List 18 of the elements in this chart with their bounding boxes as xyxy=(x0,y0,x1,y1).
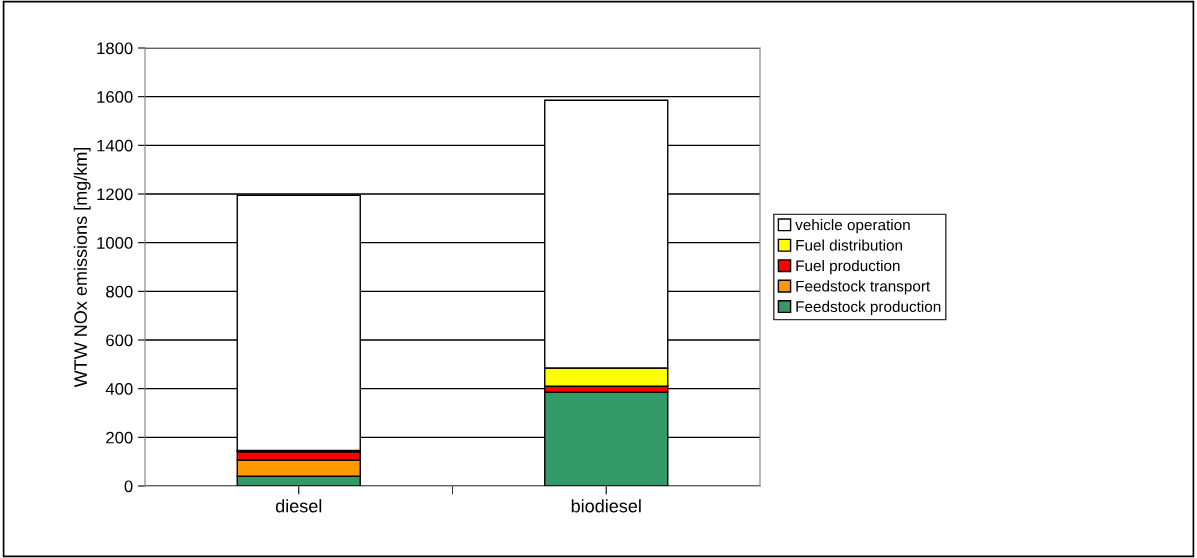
y-tick-label: 1400 xyxy=(97,139,133,152)
y-tick-label: 800 xyxy=(106,285,133,298)
y-tick-label: 600 xyxy=(106,334,133,347)
y-tick-label: 1600 xyxy=(97,91,133,103)
legend-label: Feedstock transport xyxy=(796,280,931,295)
legend-label: vehicle operation xyxy=(795,219,910,234)
y-tick-label: 1800 xyxy=(97,42,133,55)
x-tick-label: diesel xyxy=(275,499,322,513)
y-tick-label: 200 xyxy=(106,431,133,444)
y-tick-label: 1200 xyxy=(97,188,133,201)
legend-label: Fuel distribution xyxy=(796,239,903,251)
y-tick-label: 0 xyxy=(124,480,133,493)
y-tick-label: 400 xyxy=(105,383,133,395)
legend-label: Fuel production xyxy=(796,259,900,275)
legend-label: Feedstock production xyxy=(796,300,941,316)
y-axis-title: WTW NOx emissions [mg/km] xyxy=(73,147,91,388)
y-tick-label: 1000 xyxy=(97,237,133,249)
x-tick-label: biodiesel xyxy=(571,499,641,513)
